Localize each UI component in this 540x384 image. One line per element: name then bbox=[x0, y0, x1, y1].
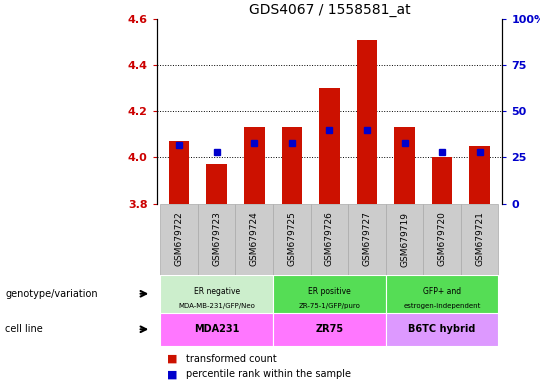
Bar bbox=[423, 204, 461, 275]
Bar bbox=[386, 275, 498, 313]
Bar bbox=[356, 40, 377, 204]
Bar bbox=[160, 275, 273, 313]
Bar bbox=[348, 204, 386, 275]
Text: MDA-MB-231/GFP/Neo: MDA-MB-231/GFP/Neo bbox=[178, 303, 255, 309]
Bar bbox=[386, 313, 498, 346]
Text: ZR75: ZR75 bbox=[315, 324, 343, 334]
Text: GSM679722: GSM679722 bbox=[174, 212, 184, 266]
Text: MDA231: MDA231 bbox=[194, 324, 239, 334]
Text: percentile rank within the sample: percentile rank within the sample bbox=[186, 369, 352, 379]
Bar bbox=[319, 88, 340, 204]
Bar bbox=[169, 141, 190, 204]
Bar bbox=[461, 204, 498, 275]
Bar bbox=[198, 204, 235, 275]
Bar bbox=[160, 204, 198, 275]
Bar bbox=[432, 157, 453, 204]
Text: GSM679723: GSM679723 bbox=[212, 212, 221, 266]
Text: cell line: cell line bbox=[5, 324, 43, 334]
Text: ■: ■ bbox=[167, 369, 178, 379]
Title: GDS4067 / 1558581_at: GDS4067 / 1558581_at bbox=[248, 3, 410, 17]
Bar bbox=[273, 313, 386, 346]
Bar bbox=[235, 204, 273, 275]
Text: ZR-75-1/GFP/puro: ZR-75-1/GFP/puro bbox=[299, 303, 360, 309]
Bar bbox=[244, 127, 265, 204]
Text: ■: ■ bbox=[167, 354, 178, 364]
Text: GSM679724: GSM679724 bbox=[250, 212, 259, 266]
Bar bbox=[394, 127, 415, 204]
Text: GSM679725: GSM679725 bbox=[287, 212, 296, 266]
Text: GFP+ and: GFP+ and bbox=[423, 287, 461, 296]
Bar bbox=[281, 127, 302, 204]
Text: ER negative: ER negative bbox=[194, 287, 240, 296]
Bar bbox=[160, 313, 273, 346]
Bar bbox=[273, 275, 386, 313]
Text: GSM679727: GSM679727 bbox=[362, 212, 372, 266]
Bar bbox=[273, 204, 310, 275]
Text: estrogen-independent: estrogen-independent bbox=[403, 303, 481, 309]
Text: B6TC hybrid: B6TC hybrid bbox=[408, 324, 476, 334]
Text: GSM679721: GSM679721 bbox=[475, 212, 484, 266]
Bar bbox=[206, 164, 227, 204]
Bar bbox=[386, 204, 423, 275]
Bar bbox=[469, 146, 490, 204]
Text: GSM679719: GSM679719 bbox=[400, 212, 409, 266]
Text: genotype/variation: genotype/variation bbox=[5, 289, 98, 299]
Text: transformed count: transformed count bbox=[186, 354, 277, 364]
Text: ER positive: ER positive bbox=[308, 287, 351, 296]
Bar bbox=[310, 204, 348, 275]
Text: GSM679720: GSM679720 bbox=[437, 212, 447, 266]
Text: GSM679726: GSM679726 bbox=[325, 212, 334, 266]
